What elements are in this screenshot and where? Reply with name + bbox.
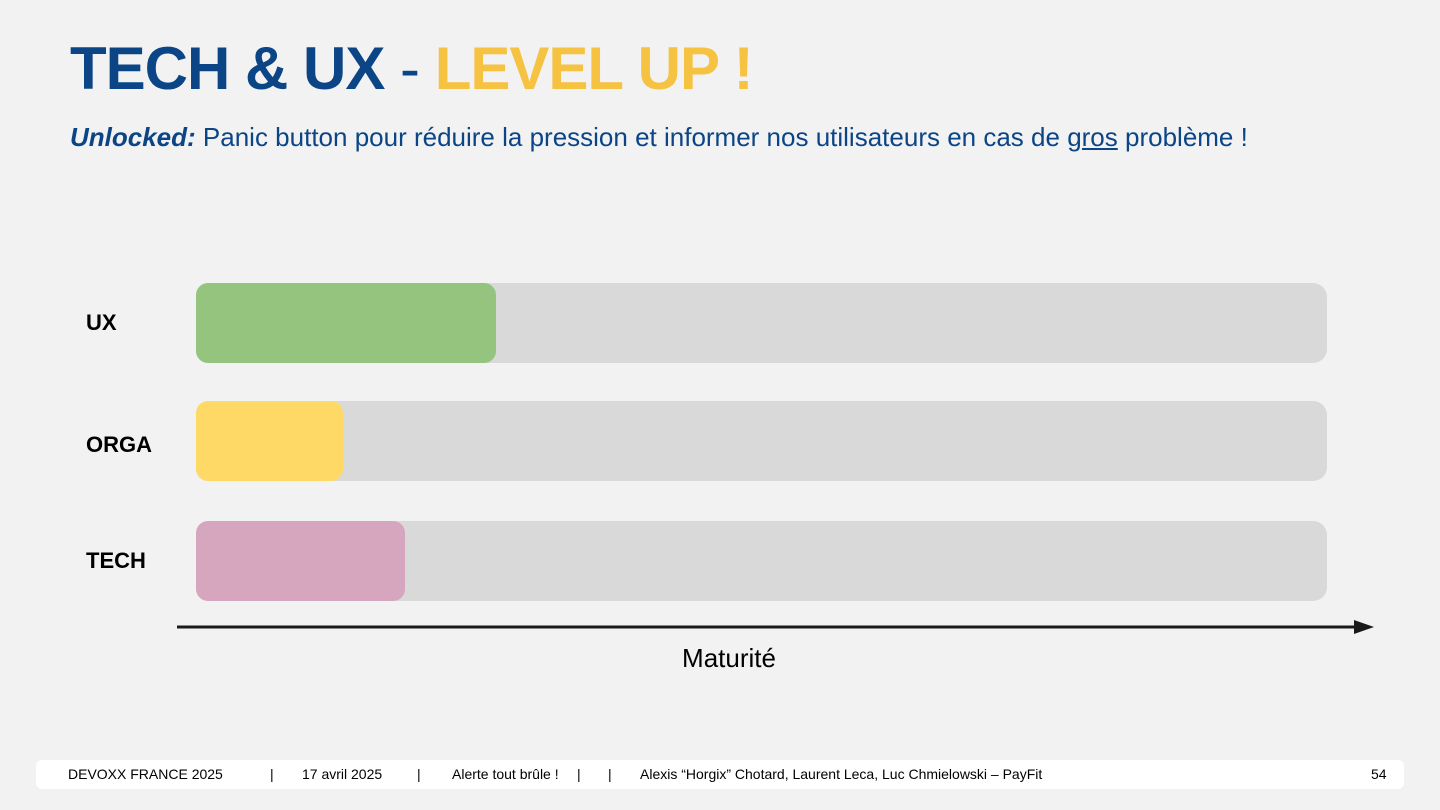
footer-separator-1: |	[270, 766, 274, 782]
slide-subtitle: Unlocked: Panic button pour réduire la p…	[70, 120, 1248, 154]
footer-separator-4: |	[608, 766, 612, 782]
bar-track-tech	[196, 521, 1327, 601]
bar-label-orga: ORGA	[86, 432, 152, 457]
bar-ux	[196, 283, 496, 363]
axis-label-maturite: Maturité	[682, 643, 776, 673]
maturity-axis-arrow	[177, 620, 1374, 634]
subtitle-lead: Unlocked:	[70, 122, 196, 152]
title-separator: -	[400, 35, 420, 102]
page-number: 54	[1371, 766, 1387, 782]
footer-separator-3: |	[577, 766, 581, 782]
footer-date: 17 avril 2025	[302, 766, 383, 782]
subtitle-underlined: gros	[1067, 122, 1118, 152]
footer-authors: Alexis “Horgix” Chotard, Laurent Leca, L…	[640, 766, 1043, 782]
slide-footer: DEVOXX FRANCE 2025 | 17 avril 2025 | Ale…	[36, 760, 1404, 789]
bar-label-ux: UX	[86, 310, 117, 335]
subtitle-text-after: problème !	[1125, 122, 1248, 152]
subtitle-text-before: Panic button pour réduire la pression et…	[202, 122, 1060, 152]
bar-orga	[196, 401, 343, 481]
bar-track-ux	[196, 283, 1327, 363]
bar-tech	[196, 521, 405, 601]
footer-event: DEVOXX FRANCE 2025	[68, 766, 223, 782]
title-part-2: LEVEL UP !	[434, 35, 754, 102]
slide-title: TECH & UX - LEVEL UP !	[70, 34, 754, 104]
footer-separator-2: |	[417, 766, 421, 782]
bar-track-orga	[196, 401, 1327, 481]
title-part-1: TECH & UX	[70, 35, 385, 102]
footer-talk-title: Alerte tout brûle !	[452, 766, 559, 782]
bar-label-tech: TECH	[86, 548, 146, 573]
